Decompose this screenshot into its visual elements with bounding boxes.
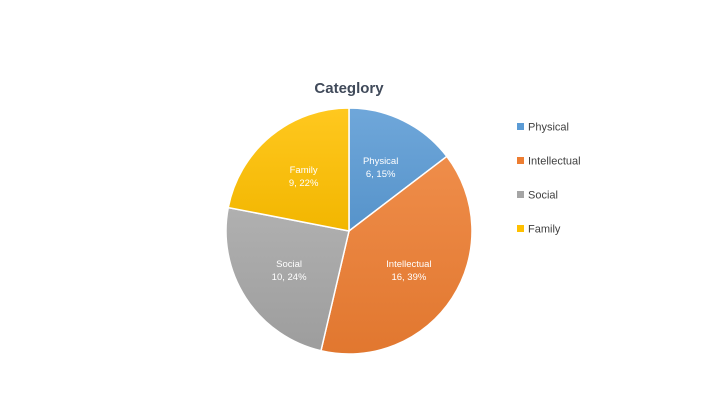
chart-title: Categlory (314, 80, 384, 97)
slice-label-social: Social 10, 24% (272, 259, 307, 283)
pie-slice-family (227, 107, 350, 232)
legend-swatch-social (517, 191, 524, 198)
slice-label-family: Family 9, 22% (289, 165, 319, 189)
pie-slice-intellectual (320, 155, 473, 355)
pie-slice-physical (348, 107, 448, 233)
legend-label-social: Social (528, 190, 558, 202)
slice-labels: Physical 6, 15% Intellectual 16, 39% Social 1… (272, 156, 432, 283)
slice-label-intellectual: Intellectual 16, 39% (386, 259, 431, 283)
legend-label-family: Family (528, 224, 561, 236)
legend: Physical Intellectual Social Family (517, 122, 581, 236)
legend-swatch-family (517, 225, 524, 232)
legend-label-physical: Physical (528, 122, 569, 134)
pie-slices (225, 107, 473, 355)
legend-label-intellectual: Intellectual (528, 156, 581, 168)
legend-swatch-intellectual (517, 157, 524, 164)
pie-slice-social (225, 206, 350, 352)
legend-swatch-physical (517, 123, 524, 130)
slice-label-physical: Physical 6, 15% (363, 156, 398, 180)
